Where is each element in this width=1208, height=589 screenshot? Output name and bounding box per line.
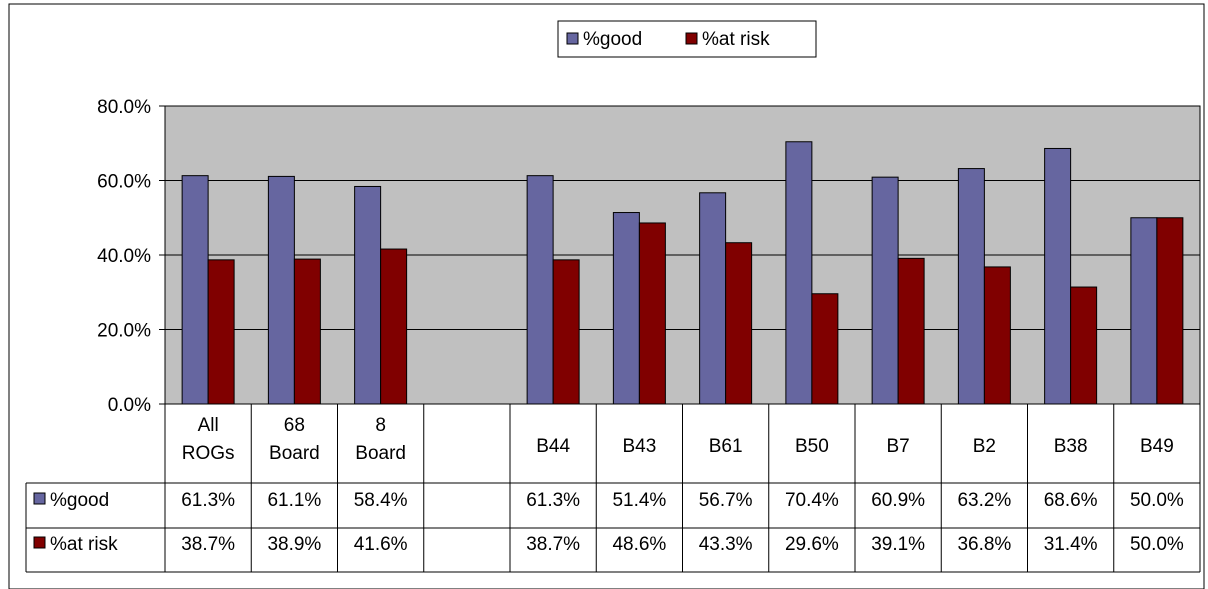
bar-good — [871, 176, 899, 405]
x-category-label: All — [198, 415, 219, 436]
plot-area: 0.0% 20.0% 40.0% 60.0% 80.0% — [97, 97, 1201, 416]
y-tick-label: 80.0% — [97, 97, 151, 118]
x-category-label: B49 — [1140, 436, 1174, 457]
legend-key — [685, 32, 698, 45]
bar-at-risk — [1156, 217, 1184, 405]
x-category-label: Board — [269, 443, 320, 464]
data-label: 48.6% — [612, 534, 666, 555]
data-label: 68.6% — [1044, 490, 1098, 511]
y-tick-label: 60.0% — [97, 172, 151, 193]
x-category-label: B2 — [973, 436, 996, 457]
data-label: 61.3% — [526, 490, 580, 511]
data-label: 56.7% — [699, 490, 753, 511]
bar-at-risk — [811, 293, 839, 405]
data-label: 70.4% — [785, 490, 839, 511]
data-table: All ROGs 68 Board 8 Board B44 B43 B61 B50 B7 B2 B38 B… — [25, 404, 1201, 573]
data-label: 61.1% — [267, 490, 321, 511]
bar-at-risk — [552, 259, 580, 405]
x-category-label: B44 — [536, 436, 570, 457]
x-category-label: B43 — [622, 436, 656, 457]
legend: %good %at risk — [557, 20, 817, 58]
x-category-label: B61 — [709, 436, 743, 457]
x-category-label: Board — [355, 443, 406, 464]
data-label: 39.1% — [871, 534, 925, 555]
legend-label: %good — [583, 29, 642, 50]
data-label: 38.9% — [267, 534, 321, 555]
bar-good — [526, 175, 554, 405]
data-label: 29.6% — [785, 534, 839, 555]
legend-key — [566, 32, 579, 45]
x-category-label: B50 — [795, 436, 829, 457]
bar-at-risk — [638, 222, 666, 405]
row-legend-key — [33, 492, 46, 505]
data-label: 63.2% — [957, 490, 1011, 511]
x-category-label: ROGs — [182, 443, 235, 464]
bar-at-risk — [983, 266, 1011, 405]
bar-good — [354, 185, 382, 405]
data-label: 61.3% — [181, 490, 235, 511]
legend-label: %at risk — [702, 29, 770, 50]
bar-at-risk — [293, 258, 321, 405]
bar-good — [957, 168, 985, 405]
data-label: 43.3% — [699, 534, 753, 555]
x-category-label: B38 — [1054, 436, 1088, 457]
bar-at-risk — [207, 259, 235, 405]
bar-good — [785, 141, 813, 405]
data-label: 50.0% — [1130, 534, 1184, 555]
row-header: %at risk — [50, 534, 118, 555]
bar-good — [1130, 217, 1158, 405]
y-tick-label: 40.0% — [97, 246, 151, 267]
row-legend-key — [33, 536, 46, 549]
bar-good — [181, 175, 209, 405]
data-label: 50.0% — [1130, 490, 1184, 511]
y-tick-label: 0.0% — [108, 395, 151, 416]
bar-at-risk — [1070, 286, 1098, 405]
x-category-label: 68 — [284, 415, 305, 436]
data-label: 51.4% — [612, 490, 666, 511]
bar-at-risk — [380, 248, 408, 405]
data-label: 31.4% — [1044, 534, 1098, 555]
bar-at-risk — [897, 257, 925, 405]
row-header: %good — [50, 490, 109, 511]
data-label: 60.9% — [871, 490, 925, 511]
bar-good — [699, 192, 727, 405]
bar-good — [267, 175, 295, 405]
data-label: 36.8% — [957, 534, 1011, 555]
x-category-label: 8 — [375, 415, 386, 436]
data-label: 38.7% — [181, 534, 235, 555]
data-label: 58.4% — [354, 490, 408, 511]
data-label: 38.7% — [526, 534, 580, 555]
bar-good — [612, 212, 640, 405]
bar-at-risk — [725, 242, 753, 405]
data-label: 41.6% — [354, 534, 408, 555]
x-category-label: B7 — [887, 436, 910, 457]
y-tick-label: 20.0% — [97, 321, 151, 342]
bar-good — [1044, 147, 1072, 405]
